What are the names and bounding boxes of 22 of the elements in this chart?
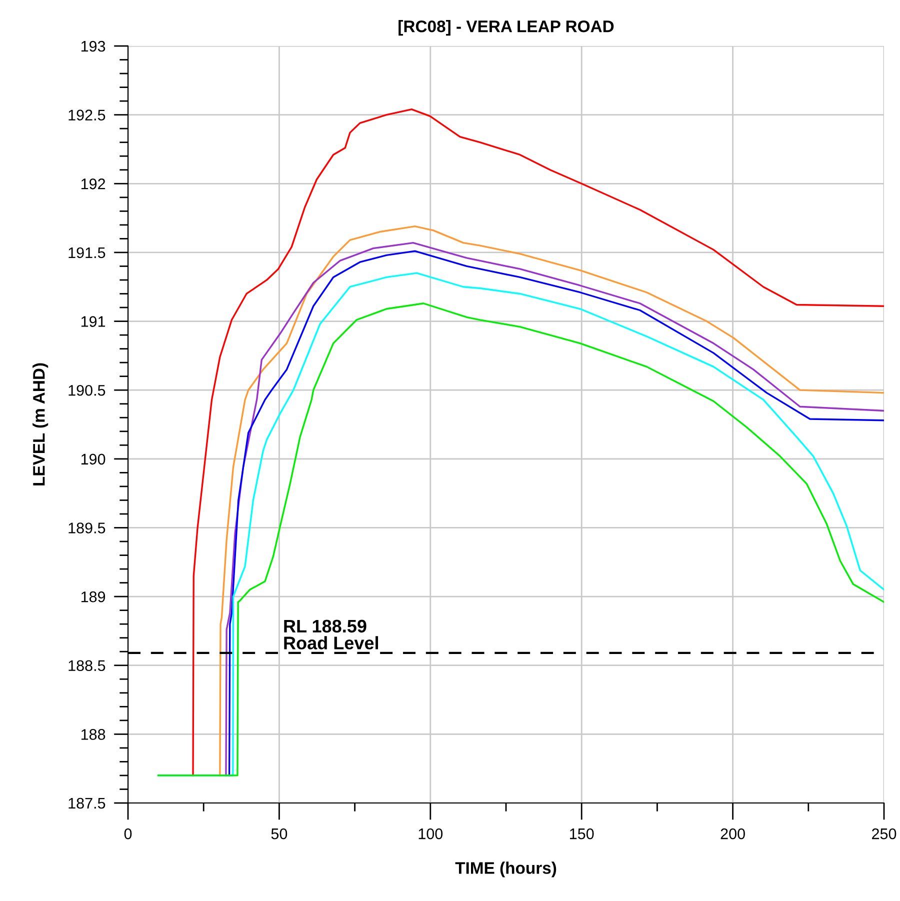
y-tick-label: 191 xyxy=(81,316,106,327)
chart-title: [RC08] - VERA LEAP ROAD xyxy=(398,20,614,36)
y-tick-label: 189 xyxy=(81,591,106,602)
x-tick-label: 0 xyxy=(124,828,132,840)
y-tick-label: 191.5 xyxy=(68,247,106,258)
y-tick-label: 192 xyxy=(81,178,106,190)
y-tick-label: 187.5 xyxy=(68,798,106,809)
x-tick-label: 200 xyxy=(720,828,745,840)
y-tick-label: 192.5 xyxy=(68,110,106,121)
ref-line-label: RL 188.59 Road Level xyxy=(284,620,378,650)
x-tick-label: 150 xyxy=(570,828,594,840)
x-tick-label: 50 xyxy=(271,828,288,840)
y-tick-label: 189.5 xyxy=(68,522,106,534)
x-tick-label: 250 xyxy=(872,828,896,840)
x-axis-title: TIME (hours) xyxy=(455,862,556,878)
y-tick-label: 188.5 xyxy=(68,660,106,672)
y-tick-label: 190.5 xyxy=(68,384,106,396)
x-tick-label: 100 xyxy=(418,828,443,840)
y-tick-label: 188 xyxy=(81,729,106,740)
y-axis-title: LEVEL (m AHD) xyxy=(32,363,48,486)
y-tick-label: 193 xyxy=(81,40,106,52)
y-tick-label: 190 xyxy=(81,454,106,465)
